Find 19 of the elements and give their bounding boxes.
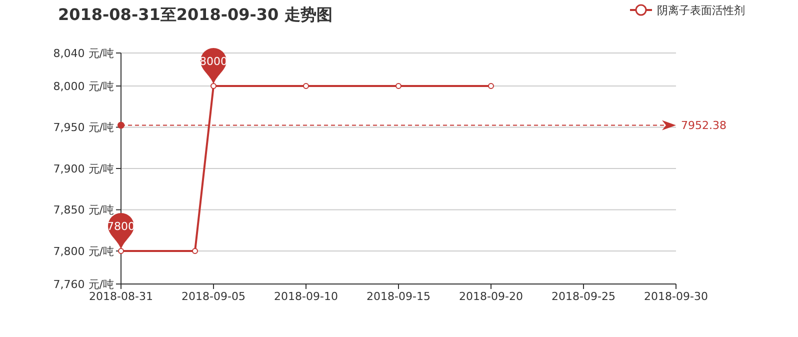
chart-title: 2018-08-31至2018-09-30 走势图 bbox=[58, 5, 332, 24]
x-tick-label: 2018-09-20 bbox=[459, 290, 523, 303]
y-tick-label: 8,040 元/吨 bbox=[53, 46, 114, 60]
annotation: 7800 bbox=[107, 220, 135, 233]
x-tick-label: 2018-08-31 bbox=[89, 290, 153, 303]
legend-label: 阴离子表面活性剂 bbox=[657, 4, 745, 17]
x-tick-label: 2018-09-25 bbox=[552, 290, 616, 303]
y-tick-label: 7,850 元/吨 bbox=[53, 204, 114, 217]
y-tick-label: 7,800 元/吨 bbox=[53, 244, 114, 258]
ref-line-label: 7952.38 bbox=[681, 119, 726, 132]
y-tick-label: 7,950 元/吨 bbox=[53, 121, 114, 134]
x-tick-label: 2018-09-30 bbox=[644, 290, 708, 303]
x-tick-label: 2018-09-10 bbox=[274, 290, 338, 303]
annotation: 8000 bbox=[200, 54, 228, 68]
x-tick-label: 2018-09-15 bbox=[366, 290, 430, 303]
y-tick-label: 8,000 元/吨 bbox=[53, 80, 114, 93]
y-tick-label: 7,900 元/吨 bbox=[53, 162, 114, 176]
y-tick-label: 7,760 元/吨 bbox=[53, 278, 114, 291]
x-tick-label: 2018-09-05 bbox=[182, 290, 246, 303]
